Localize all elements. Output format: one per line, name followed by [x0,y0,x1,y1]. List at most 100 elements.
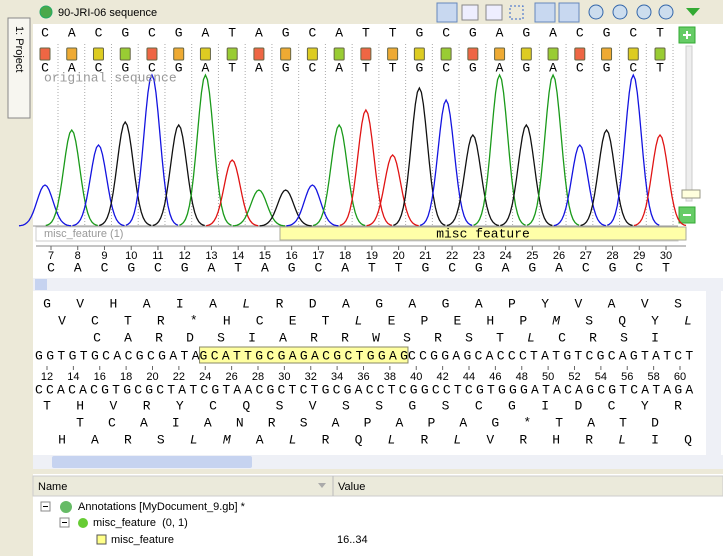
called-base: C [629,25,637,40]
ruler-label: 60 [674,371,686,383]
base: C [47,260,55,275]
amino-acid: P [519,313,527,328]
scroll-thumb[interactable] [35,279,47,290]
tool-button[interactable] [534,2,556,23]
ruler-label: 20 [392,250,404,262]
original-base: A [68,60,76,75]
ruler-label: 38 [384,371,396,383]
feature-bar[interactable] [279,226,687,241]
amino-acid: R [268,415,276,430]
row-name: Annotations [MyDocument_9.gb] * [78,501,246,513]
original-base: A [335,60,343,75]
called-base: G [282,25,290,40]
trace-peak [72,143,125,227]
called-base: T [656,25,664,40]
amino-acid: V [486,432,494,447]
trace-peak [206,159,259,227]
trace-peak [366,154,419,227]
ruler-label: 10 [125,250,137,262]
trace-peak [500,123,553,227]
amino-acid: R [341,330,349,345]
original-base: T [228,60,236,75]
v-scrollbar[interactable] [706,291,721,455]
ruler-label: 15 [259,250,271,262]
amino-acid: S [342,398,350,413]
base: A [74,260,82,275]
project-tab[interactable] [7,17,31,119]
slider-handle[interactable] [681,189,701,199]
quality-box [574,47,586,61]
amino-acid: T [76,415,84,430]
quality-box [173,47,185,61]
amino-acid: R [434,330,442,345]
ruler-label: 26 [553,250,565,262]
amino-acid: T [619,415,627,430]
tool-button[interactable] [436,2,458,23]
h-scrollbar[interactable] [33,278,723,291]
amino-acid: M [552,313,560,328]
trace-peak [633,133,687,227]
quality-box [66,47,78,61]
menu-arrow[interactable] [686,8,700,16]
zoom-out[interactable] [612,4,628,20]
group-icon [78,518,88,528]
height-slider[interactable] [685,45,693,202]
ruler-label: 13 [205,250,217,262]
original-base: A [549,60,557,75]
amino-acid: G [491,415,499,430]
amino-acid: A [209,296,217,311]
amino-acid: A [408,296,416,311]
amino-acid: L [527,330,535,345]
ruler-label: 9 [101,250,107,262]
amino-acid: G [508,398,516,413]
trace-peak [473,73,526,226]
ruler-label: 16 [94,371,106,383]
original-base: A [496,60,504,75]
zoom-in[interactable] [588,4,604,20]
trace-peak [526,73,580,226]
zoom-fit[interactable] [636,4,652,20]
base: C [635,260,643,275]
scroll-thumb[interactable] [52,456,252,468]
amino-acid: N [236,415,244,430]
amino-acid: H [486,313,494,328]
ruler-label: 22 [173,371,185,383]
amino-acid: A [396,415,404,430]
called-base: T [362,25,370,40]
amino-acid: R [421,432,429,447]
original-base: C [95,60,103,75]
amino-acid: E [289,313,297,328]
feature-track-label: misc_feature (1) [44,228,123,240]
project-tab-label: 1: Project [13,26,25,72]
called-base: C [576,25,584,40]
original-label: original sequence [44,70,177,85]
tool-button[interactable] [485,4,503,21]
ruler-label: 7 [48,250,54,262]
called-base: C [442,25,450,40]
quality-box [601,47,613,61]
amino-acid: S [674,296,682,311]
called-base: G [603,25,611,40]
tool-button[interactable] [558,2,580,23]
base: C [101,260,109,275]
ruler-label: 23 [473,250,485,262]
ruler-label: 42 [437,371,449,383]
amino-acid: D [574,398,582,413]
trace-peak [446,133,499,227]
base: G [421,260,429,275]
tool-button[interactable] [509,5,524,20]
amino-acid: A [124,330,132,345]
amino-acid: R [143,398,151,413]
base: C [448,260,456,275]
amino-acid: R [519,432,527,447]
original-base: C [629,60,637,75]
sequence-feature: GCATTGCGAGACGCTGGAG [200,348,408,363]
amino-acid: W [372,330,380,345]
tool-button[interactable] [461,4,479,21]
window-title: 90-JRI-06 sequence [58,7,157,19]
zoom-region[interactable] [658,4,674,20]
original-base: C [308,60,316,75]
column-name: Name [38,481,67,493]
base: G [528,260,536,275]
